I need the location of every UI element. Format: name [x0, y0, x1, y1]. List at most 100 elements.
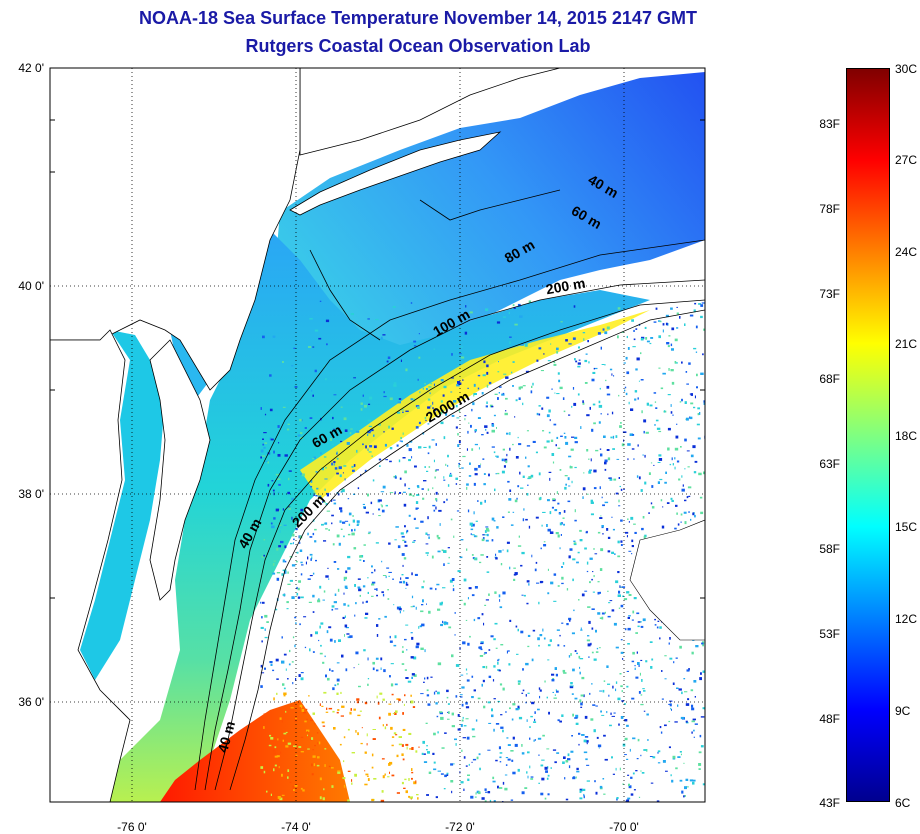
speckle	[619, 585, 621, 588]
speckle	[674, 721, 678, 723]
speckle	[630, 793, 634, 796]
speckle	[657, 462, 661, 463]
speckle	[306, 729, 310, 732]
speckle	[329, 638, 333, 642]
speckle	[585, 740, 589, 743]
speckle	[468, 422, 470, 424]
speckle	[260, 685, 263, 688]
speckle	[473, 511, 475, 515]
speckle	[319, 796, 322, 800]
speckle	[391, 736, 395, 738]
speckle	[428, 771, 432, 774]
speckle	[667, 447, 670, 451]
speckle	[556, 436, 559, 439]
speckle	[271, 525, 275, 529]
speckle	[433, 348, 435, 350]
speckle	[510, 799, 514, 801]
speckle	[631, 448, 635, 450]
speckle	[684, 499, 687, 502]
speckle	[668, 746, 671, 749]
speckle	[484, 652, 487, 654]
speckle	[670, 774, 672, 777]
speckle	[487, 791, 491, 794]
speckle	[392, 306, 396, 308]
speckle	[337, 683, 339, 686]
speckle	[488, 473, 490, 477]
speckle	[624, 628, 627, 631]
speckle	[371, 798, 374, 802]
speckle	[458, 382, 462, 385]
speckle	[684, 438, 687, 442]
speckle	[446, 696, 449, 699]
speckle	[569, 619, 571, 622]
speckle	[491, 714, 494, 718]
speckle	[613, 712, 616, 714]
speckle	[611, 373, 613, 376]
speckle	[480, 648, 483, 651]
speckle	[597, 612, 601, 615]
speckle	[495, 723, 500, 725]
speckle	[635, 770, 638, 772]
speckle	[637, 397, 639, 400]
speckle	[277, 738, 279, 741]
speckle	[499, 752, 503, 754]
speckle	[351, 529, 353, 532]
speckle	[368, 403, 371, 405]
speckle	[634, 531, 637, 534]
speckle	[567, 500, 571, 503]
speckle	[282, 508, 284, 511]
speckle	[351, 752, 355, 754]
speckle	[422, 599, 424, 603]
speckle	[384, 726, 387, 730]
speckle	[306, 718, 308, 721]
speckle	[437, 608, 441, 611]
speckle	[600, 548, 604, 552]
speckle	[273, 517, 276, 520]
speckle	[466, 673, 468, 675]
speckle	[300, 751, 304, 753]
speckle	[607, 683, 611, 685]
colorbar-f-83: 83F	[819, 117, 840, 131]
speckle	[509, 489, 512, 492]
speckle	[272, 563, 275, 566]
speckle	[627, 774, 630, 776]
speckle	[366, 600, 368, 602]
speckle	[493, 520, 496, 522]
speckle	[323, 691, 327, 694]
speckle	[404, 470, 407, 474]
speckle	[299, 418, 302, 422]
speckle	[471, 761, 473, 763]
speckle	[525, 662, 529, 666]
speckle	[557, 447, 561, 449]
speckle	[648, 512, 650, 514]
speckle	[319, 625, 321, 629]
speckle	[357, 714, 361, 717]
speckle	[546, 777, 549, 780]
speckle	[557, 585, 560, 587]
speckle	[312, 394, 314, 397]
speckle	[334, 467, 338, 470]
speckle	[579, 699, 582, 703]
speckle	[620, 488, 623, 491]
speckle	[520, 564, 523, 567]
speckle	[299, 541, 301, 544]
speckle	[446, 622, 449, 625]
speckle	[467, 642, 470, 646]
speckle	[304, 720, 307, 723]
speckle	[463, 725, 467, 727]
speckle	[389, 492, 394, 494]
speckle	[571, 735, 573, 737]
speckle	[378, 618, 381, 620]
speckle	[457, 433, 459, 436]
speckle	[498, 658, 500, 661]
speckle	[567, 753, 570, 757]
speckle	[498, 746, 501, 750]
speckle	[681, 361, 683, 364]
speckle	[674, 527, 677, 530]
speckle	[700, 304, 704, 307]
speckle	[433, 761, 436, 764]
speckle	[343, 579, 346, 581]
speckle	[300, 787, 303, 790]
speckle	[519, 315, 523, 318]
speckle	[340, 490, 343, 493]
